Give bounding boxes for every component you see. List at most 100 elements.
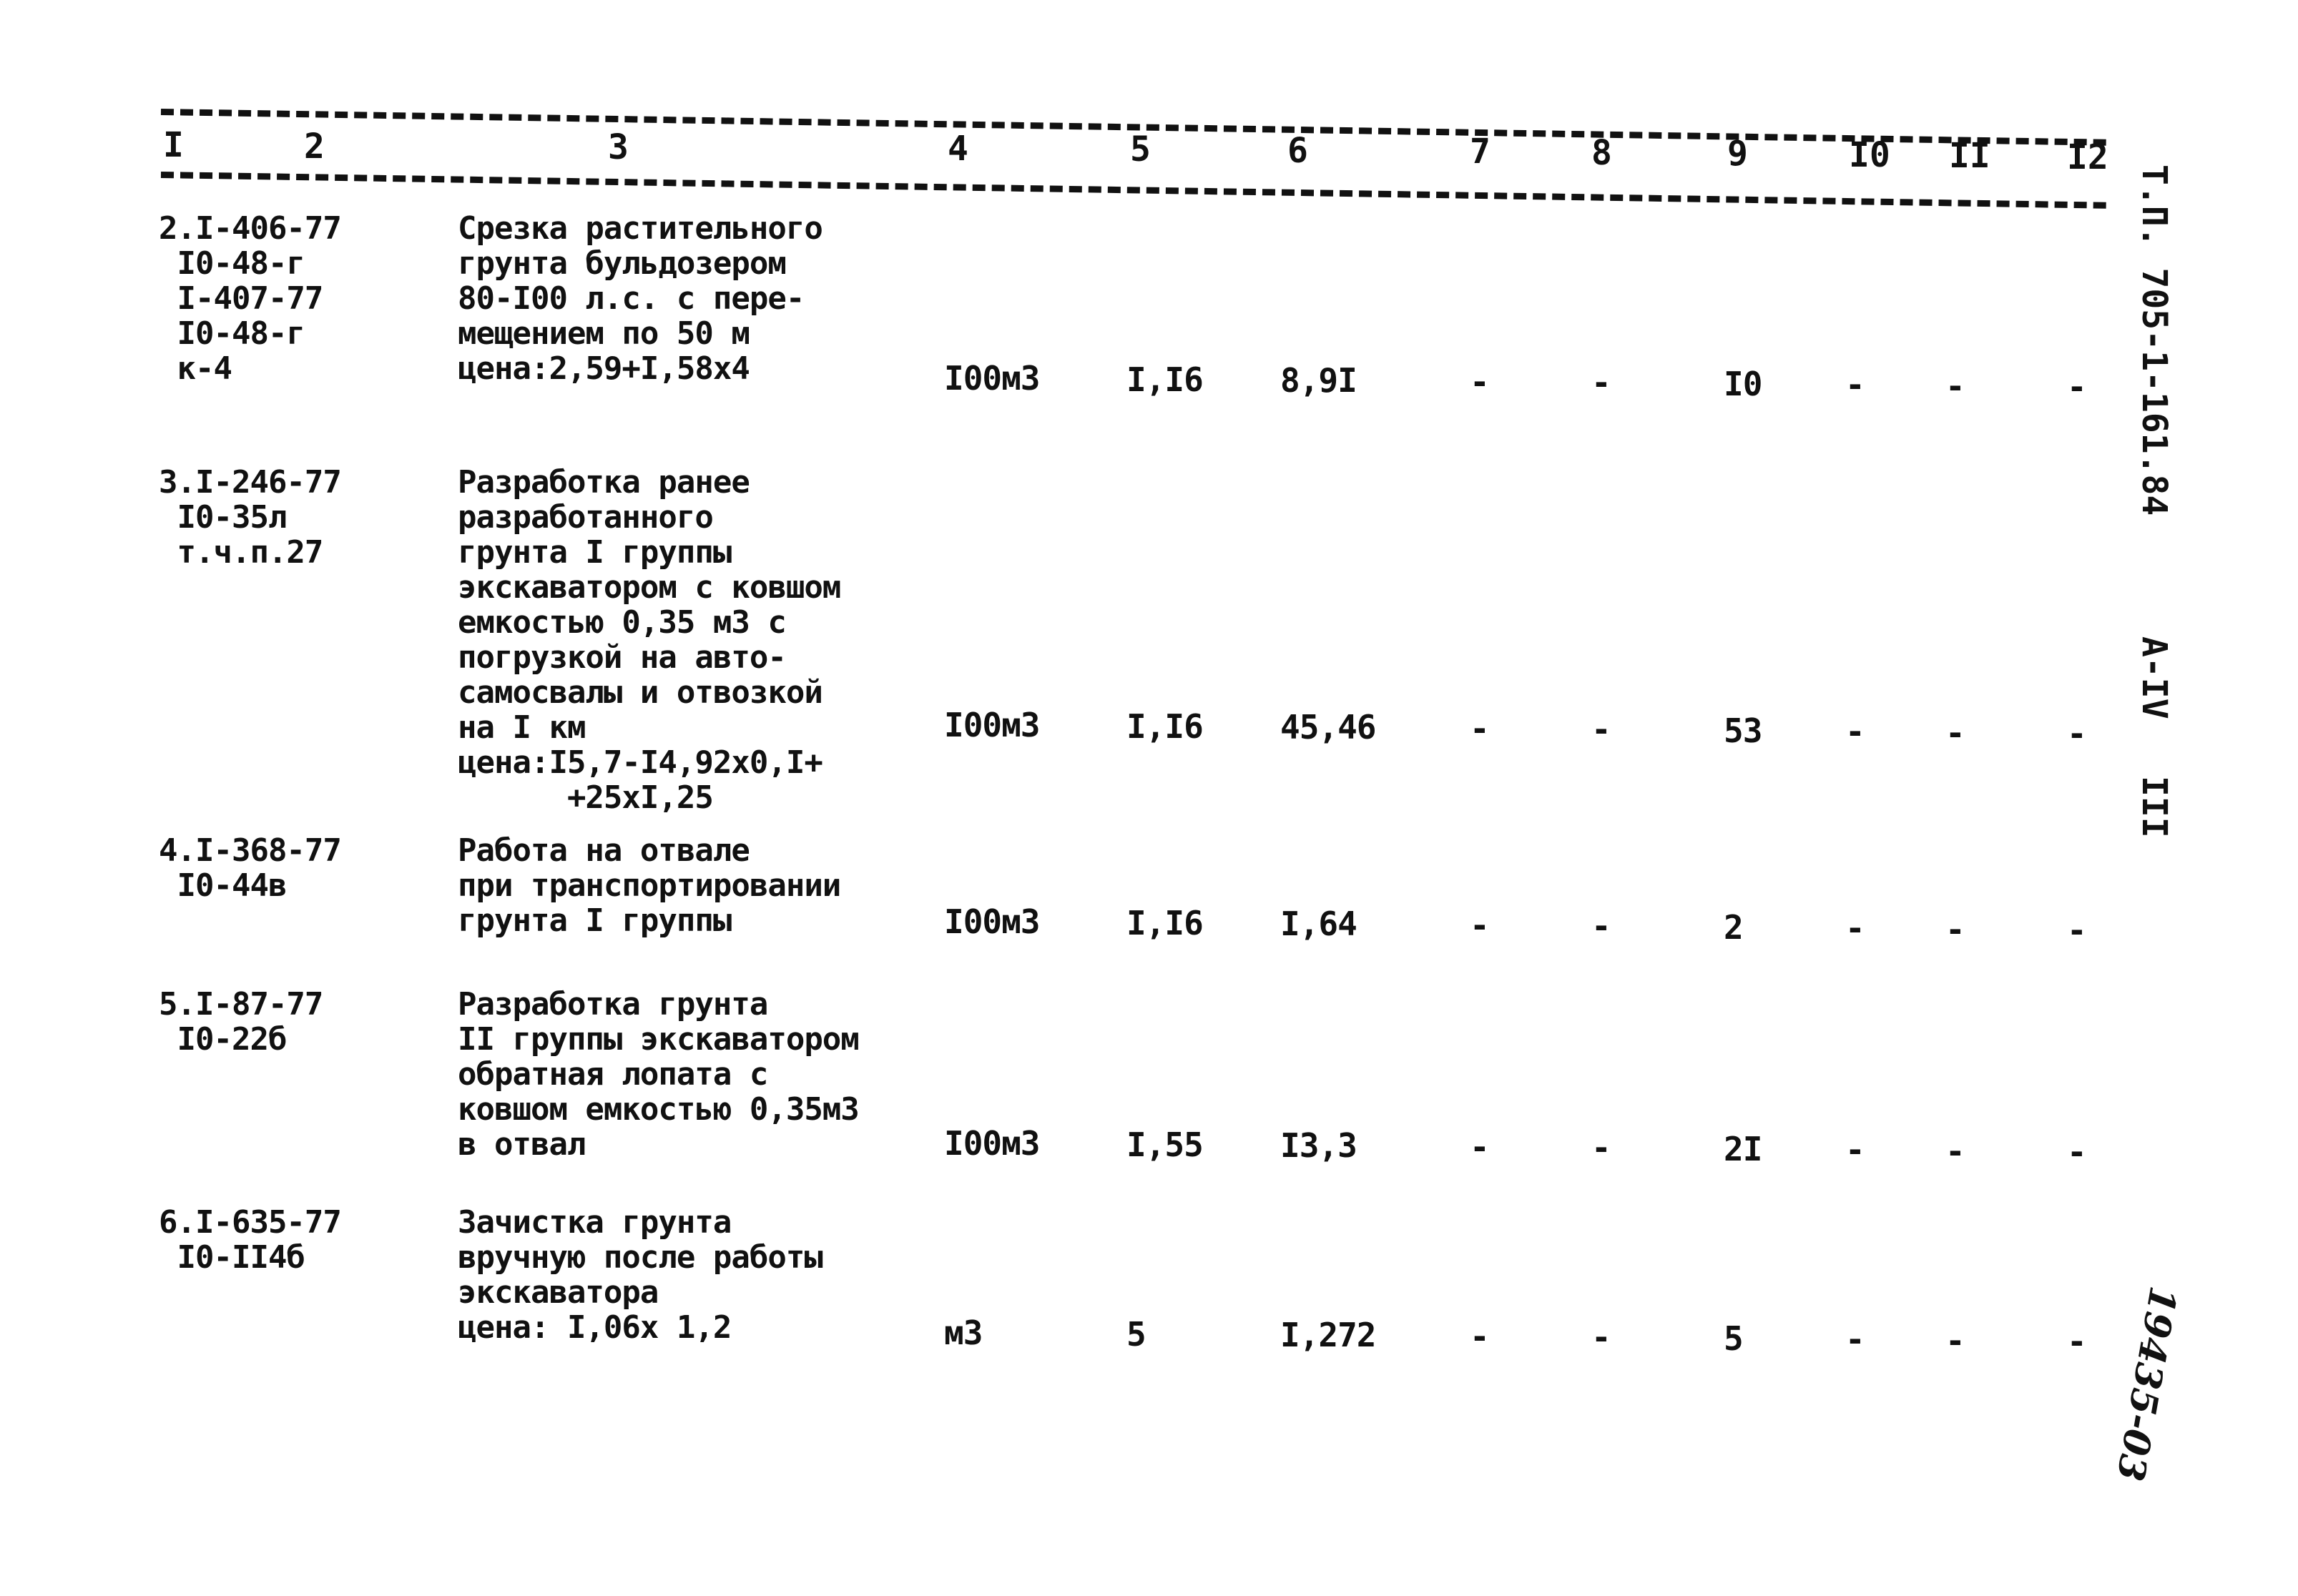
value-col-9: 2I — [1724, 1129, 1762, 1168]
document-code: Т.П. 705-1-161.84 — [2134, 164, 2174, 516]
value-col-4: м3 — [944, 1314, 983, 1352]
norm-reference: 3.I-246-77 I0-35л т.ч.п.27 — [159, 464, 342, 571]
value-col-11: - — [1945, 1131, 1965, 1171]
value-col-5: I,I6 — [1126, 903, 1204, 942]
work-description-line: вручную после работы — [458, 1239, 823, 1276]
work-description-line: грунта бульдозером — [458, 245, 787, 282]
work-description-line: Работа на отвале — [458, 832, 750, 869]
value-col-6: I3,3 — [1280, 1126, 1357, 1165]
norm-reference: 6.I-635-77 I0-II4б — [159, 1204, 342, 1276]
column-header-12: I2 — [2067, 137, 2108, 177]
work-description-line: мещением по 50 м — [458, 315, 750, 352]
work-description-line: цена:2,59+I,58х4 — [458, 350, 750, 387]
value-col-8: - — [1591, 363, 1611, 402]
work-description-line: 80-I00 л.с. с пере- — [458, 280, 805, 317]
norm-reference-line: 5.I-87-77 — [159, 986, 323, 1023]
column-header-7: 7 — [1470, 132, 1491, 172]
work-description-line: II группы экскаватором — [458, 1021, 860, 1058]
value-col-4: I00м3 — [944, 359, 1040, 398]
work-description-line: разработанного — [458, 499, 714, 536]
value-col-8: - — [1591, 1128, 1611, 1167]
column-header-5: 5 — [1130, 129, 1151, 169]
value-col-12: - — [2067, 1322, 2087, 1361]
value-col-6: 8,9I — [1280, 361, 1357, 400]
work-description: Разработка ранее разработанного грунта I г… — [458, 464, 841, 815]
norm-reference-line: I0-44в — [159, 867, 287, 904]
value-col-10: - — [1845, 1130, 1865, 1169]
value-col-10: - — [1845, 365, 1865, 404]
work-description: Разработка грунта II группы экскаватором о… — [458, 986, 860, 1162]
value-col-7: - — [1470, 1316, 1490, 1356]
value-col-5: I,I6 — [1126, 360, 1204, 399]
value-col-4: I00м3 — [944, 706, 1040, 744]
norm-reference-line: к-4 — [159, 350, 232, 387]
norm-reference-line: т.ч.п.27 — [159, 534, 323, 571]
table-header-rule — [160, 172, 2106, 209]
value-col-11: - — [1945, 910, 1965, 949]
norm-reference-line: I0-48-г — [159, 245, 305, 282]
sheet-number: III — [2134, 776, 2174, 838]
value-col-9: 5 — [1724, 1319, 1744, 1358]
norm-reference-line: 2.I-406-77 — [159, 210, 342, 247]
work-description-line: цена:I5,7-I4,92х0,I+ — [458, 744, 823, 781]
work-description-line: цена: I,06х 1,2 — [458, 1309, 732, 1346]
value-col-8: - — [1591, 1318, 1611, 1356]
value-col-10: - — [1845, 712, 1865, 751]
work-description-line: погрузкой на авто- — [458, 639, 787, 676]
value-col-11: - — [1945, 366, 1965, 405]
value-col-7: - — [1470, 362, 1490, 401]
value-col-6: 45,46 — [1280, 708, 1376, 747]
value-col-9: I0 — [1724, 364, 1762, 403]
value-col-11: - — [1945, 1321, 1965, 1360]
work-description-line: самосвалы и отвозкой — [458, 674, 823, 711]
value-col-5: I,I6 — [1126, 706, 1204, 746]
value-col-10: - — [1845, 1320, 1865, 1359]
work-description: Работа на отвале при транспортировании гру… — [458, 832, 841, 939]
norm-reference-line: I0-II4б — [159, 1239, 305, 1276]
work-description-line: емкостью 0,35 м3 с — [458, 604, 787, 641]
column-header-2: 2 — [304, 126, 325, 167]
value-col-5: I,55 — [1126, 1125, 1204, 1164]
column-header-3: 3 — [608, 127, 629, 167]
work-description-line: грунта I группы — [458, 902, 732, 939]
value-col-11: - — [1945, 713, 1965, 752]
value-col-12: - — [2067, 368, 2087, 406]
norm-reference-line: 3.I-246-77 — [159, 464, 342, 501]
norm-reference: 5.I-87-77 I0-22б — [159, 987, 323, 1057]
value-col-6: I,272 — [1280, 1316, 1376, 1354]
value-col-4: I00м3 — [944, 902, 1040, 941]
norm-reference: 2.I-406-77 I0-48-г I-407-77 I0-48-г к-4 — [159, 210, 342, 387]
norm-reference-line: I0-48-г — [159, 315, 305, 352]
work-description-line: обратная лопата с — [458, 1056, 768, 1093]
column-header-10: I0 — [1849, 134, 1890, 175]
value-col-9: 53 — [1724, 711, 1762, 750]
album-number: А-IV — [2134, 636, 2174, 719]
column-header-11: II — [1949, 136, 1990, 176]
value-col-8: - — [1591, 907, 1611, 945]
work-description-line: грунта I группы — [458, 534, 732, 571]
work-description-line: Разработка ранее — [458, 464, 750, 501]
work-description: Срезка растительного грунта бульдозером 80… — [458, 211, 823, 386]
work-description-line: Срезка растительного — [458, 210, 823, 247]
column-header-1: I — [163, 125, 184, 165]
value-col-4: I00м3 — [944, 1124, 1040, 1163]
work-description-line: экскаватором с ковшом — [458, 569, 841, 606]
norm-reference-line: I0-22б — [159, 1021, 287, 1058]
column-header-6: 6 — [1287, 130, 1308, 171]
value-col-7: - — [1470, 709, 1490, 748]
value-col-9: 2 — [1724, 907, 1744, 947]
work-description-line: Разработка грунта — [458, 986, 768, 1023]
norm-reference-line: I-407-77 — [159, 280, 323, 317]
norm-reference-line: 6.I-635-77 — [159, 1204, 342, 1241]
value-col-10: - — [1845, 909, 1865, 947]
value-col-12: - — [2067, 1133, 2087, 1171]
work-description-line: на I км — [458, 709, 586, 746]
value-col-6: I,64 — [1280, 905, 1357, 943]
value-col-12: - — [2067, 911, 2087, 950]
value-col-7: - — [1470, 1127, 1490, 1166]
norm-reference-line: 4.I-368-77 — [159, 832, 342, 869]
norm-reference-line: I0-35л — [159, 499, 287, 536]
column-header-9: 9 — [1727, 134, 1748, 174]
value-col-12: - — [2067, 714, 2087, 753]
work-description-line: Зачистка грунта — [458, 1204, 732, 1241]
